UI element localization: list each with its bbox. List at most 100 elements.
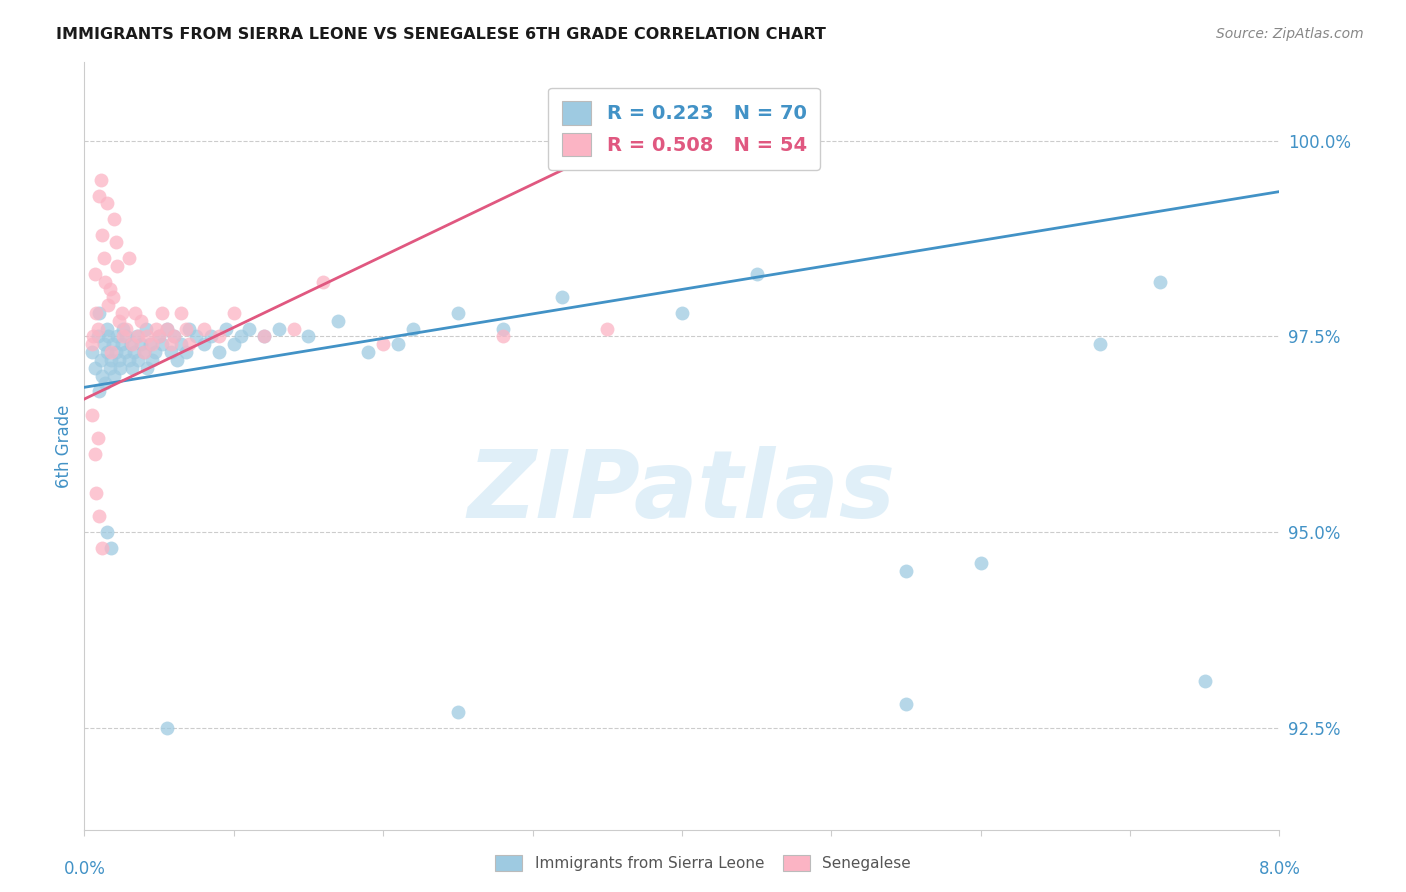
Point [208,345,231,359]
Legend: Immigrants from Sierra Leone, Senegalese: Immigrants from Sierra Leone, Senegalese [489,849,917,877]
Point [121,360,143,375]
Point [127,329,149,343]
Point [150,337,173,351]
Point [96,345,118,359]
Point [596,321,619,335]
Point [80,408,103,422]
Point [160,337,183,351]
Point [357,345,380,359]
Point [83,360,105,375]
Point [93,337,115,351]
Point [122,345,145,359]
Point [118,251,141,265]
Point [96,525,118,540]
Point [551,290,574,304]
Point [200,329,222,343]
Point [492,321,515,335]
Point [148,329,170,343]
Point [89,509,111,524]
Point [86,486,108,500]
Point [238,321,260,335]
Point [283,321,305,335]
Point [132,345,156,359]
Point [91,227,114,242]
Point [177,321,200,335]
Point [96,196,118,211]
Point [148,329,170,343]
Point [103,212,125,227]
Point [894,698,917,712]
Point [160,345,183,359]
Point [93,251,115,265]
Point [103,368,125,383]
Point [115,329,138,343]
Point [89,188,111,202]
Text: IMMIGRANTS FROM SIERRA LEONE VS SENEGALESE 6TH GRADE CORRELATION CHART: IMMIGRANTS FROM SIERRA LEONE VS SENEGALE… [56,27,827,42]
Point [100,352,122,367]
Point [101,290,124,304]
Point [328,314,350,328]
Point [174,321,197,335]
Point [373,337,395,351]
Point [112,329,135,343]
Point [447,705,470,719]
Point [90,352,112,367]
Point [104,235,127,250]
Point [155,721,177,735]
Point [87,329,110,343]
Y-axis label: 6th Grade: 6th Grade [55,404,73,488]
Point [115,321,138,335]
Point [145,321,167,335]
Point [141,337,163,351]
Point [97,329,120,343]
Point [127,352,149,367]
Text: ZIPatlas: ZIPatlas [468,446,896,538]
Point [136,329,159,343]
Point [132,345,156,359]
Point [91,541,114,555]
Point [312,275,335,289]
Point [82,329,104,343]
Point [402,321,425,335]
Point [671,306,693,320]
Point [125,329,148,343]
Legend: R = 0.223   N = 70, R = 0.508   N = 54: R = 0.223 N = 70, R = 0.508 N = 54 [548,87,820,170]
Point [90,173,112,187]
Point [112,321,135,335]
Point [253,329,276,343]
Point [155,321,177,335]
Text: Source: ZipAtlas.com: Source: ZipAtlas.com [1216,27,1364,41]
Point [1090,337,1112,351]
Point [86,306,108,320]
Text: 0.0%: 0.0% [63,860,105,879]
Point [110,360,132,375]
Point [111,306,134,320]
Point [150,306,173,320]
Point [143,345,166,359]
Point [114,345,136,359]
Point [492,329,515,343]
Point [83,447,105,461]
Point [163,329,186,343]
Point [447,306,470,320]
Point [135,321,157,335]
Point [141,352,163,367]
Point [155,321,177,335]
Point [1194,673,1216,688]
Point [124,306,146,320]
Point [970,557,993,571]
Point [177,337,200,351]
Point [267,321,290,335]
Point [129,314,152,328]
Point [193,337,215,351]
Point [87,431,110,445]
Point [136,360,159,375]
Point [87,321,110,335]
Point [97,298,120,312]
Point [105,259,128,273]
Text: 8.0%: 8.0% [1258,860,1301,879]
Point [98,282,121,296]
Point [253,329,276,343]
Point [83,267,105,281]
Point [231,329,253,343]
